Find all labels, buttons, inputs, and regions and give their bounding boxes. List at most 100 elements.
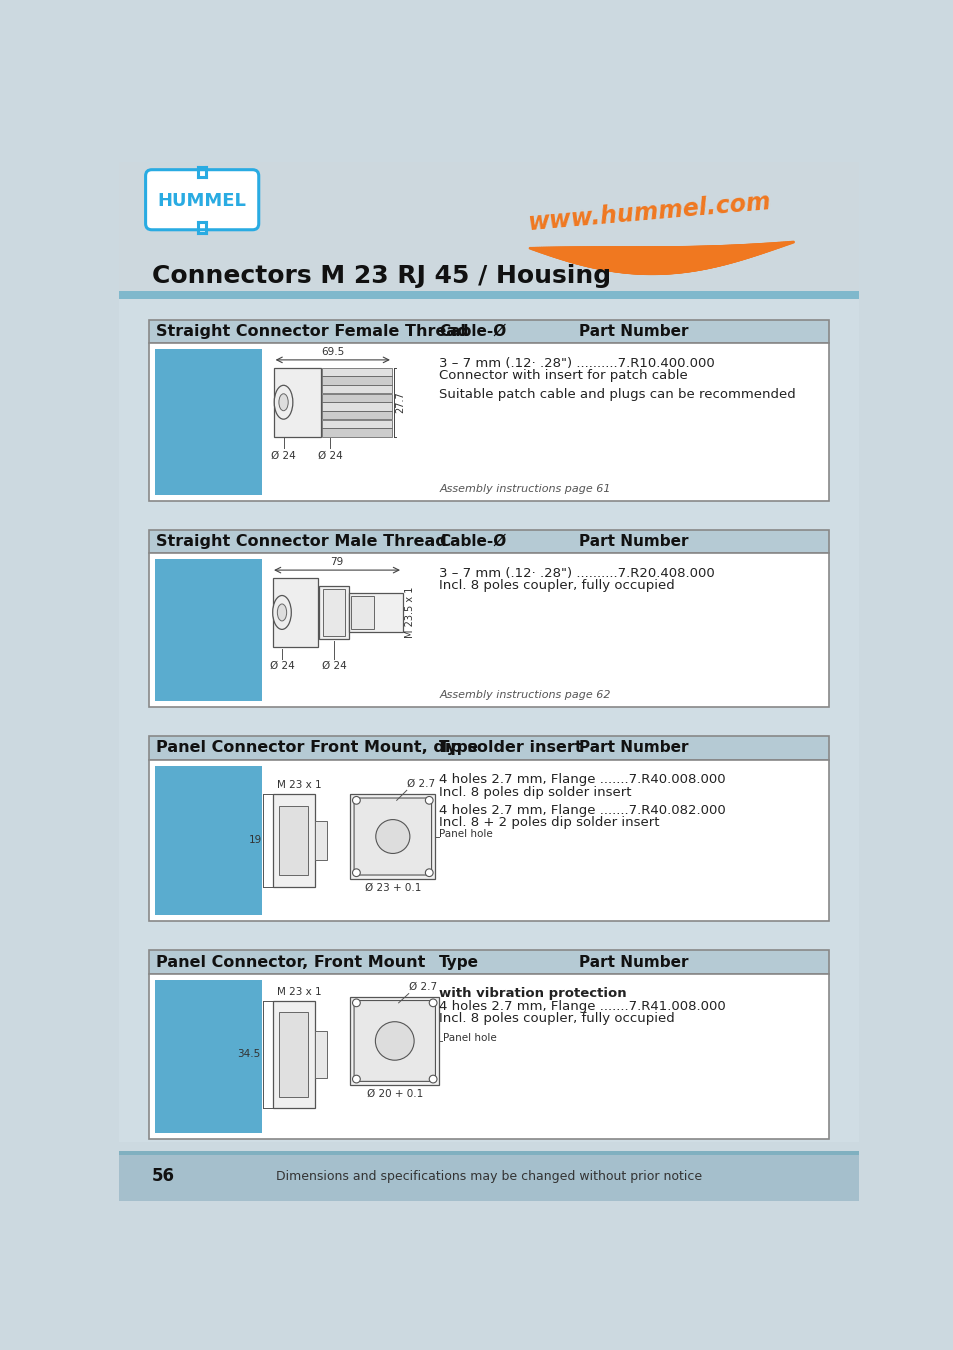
Circle shape bbox=[375, 819, 410, 853]
Bar bbox=[273, 1000, 315, 1108]
Bar bbox=[322, 367, 392, 375]
Circle shape bbox=[353, 796, 360, 805]
Bar bbox=[273, 578, 317, 647]
Text: Incl. 8 poles dip solder insert: Incl. 8 poles dip solder insert bbox=[439, 786, 631, 799]
Text: Dimensions and specifications may be changed without prior notice: Dimensions and specifications may be cha… bbox=[275, 1169, 701, 1183]
Ellipse shape bbox=[274, 385, 293, 420]
Text: Cable-Ø: Cable-Ø bbox=[439, 535, 506, 549]
Bar bbox=[322, 402, 392, 410]
Text: 79: 79 bbox=[330, 558, 343, 567]
Text: Connector with insert for patch cable: Connector with insert for patch cable bbox=[439, 369, 687, 382]
Bar bbox=[149, 973, 828, 1139]
Text: Incl. 8 poles coupler, fully occupied: Incl. 8 poles coupler, fully occupied bbox=[439, 1012, 675, 1025]
Text: Assembly instructions page 61: Assembly instructions page 61 bbox=[439, 483, 610, 494]
Text: Type: Type bbox=[439, 954, 478, 969]
Circle shape bbox=[425, 796, 433, 805]
Bar bbox=[149, 950, 828, 973]
Text: Straight Connector Male Thread: Straight Connector Male Thread bbox=[156, 535, 447, 549]
Bar bbox=[198, 166, 206, 177]
Text: Ø 2.7: Ø 2.7 bbox=[408, 981, 436, 992]
Text: 3 – 7 mm (.12· .28") ..........7.R10.400.000: 3 – 7 mm (.12· .28") ..........7.R10.400… bbox=[439, 356, 715, 370]
Text: Cable-Ø: Cable-Ø bbox=[439, 324, 506, 339]
Text: Incl. 8 poles coupler, fully occupied: Incl. 8 poles coupler, fully occupied bbox=[439, 579, 675, 593]
Ellipse shape bbox=[277, 603, 286, 621]
Bar bbox=[149, 554, 828, 707]
Text: Ø 20 + 0.1: Ø 20 + 0.1 bbox=[366, 1089, 422, 1099]
Text: Connectors M 23 RJ 45 / Housing: Connectors M 23 RJ 45 / Housing bbox=[152, 265, 610, 288]
Bar bbox=[154, 350, 261, 494]
Text: Assembly instructions page 62: Assembly instructions page 62 bbox=[439, 690, 610, 701]
Text: M 23 x 1: M 23 x 1 bbox=[276, 780, 321, 790]
Bar bbox=[278, 1012, 308, 1096]
Bar bbox=[315, 821, 327, 860]
Bar bbox=[315, 1031, 327, 1077]
Text: Part Number: Part Number bbox=[578, 324, 688, 339]
Bar bbox=[149, 531, 828, 554]
Circle shape bbox=[429, 1075, 436, 1083]
Text: Ø 23 + 0.1: Ø 23 + 0.1 bbox=[364, 883, 420, 892]
Text: Ø 24: Ø 24 bbox=[321, 662, 346, 671]
Text: Type: Type bbox=[439, 740, 478, 756]
Text: Straight Connector Female Thread: Straight Connector Female Thread bbox=[156, 324, 469, 339]
Text: Panel hole: Panel hole bbox=[443, 1033, 497, 1044]
Bar bbox=[350, 996, 439, 1085]
Text: Ø 24: Ø 24 bbox=[270, 662, 294, 671]
Bar bbox=[154, 765, 261, 915]
Bar bbox=[149, 760, 828, 921]
Bar bbox=[154, 559, 261, 701]
Text: 4 holes 2.7 mm, Flange .......7.R40.008.000: 4 holes 2.7 mm, Flange .......7.R40.008.… bbox=[439, 774, 725, 787]
Text: HUMMEL: HUMMEL bbox=[157, 192, 247, 211]
Bar bbox=[149, 736, 828, 760]
Text: M 23.5 x 1: M 23.5 x 1 bbox=[405, 587, 415, 639]
Text: M 23 x 1: M 23 x 1 bbox=[276, 987, 321, 996]
Bar bbox=[350, 794, 435, 879]
Text: 34.5: 34.5 bbox=[236, 1049, 260, 1060]
Text: 4 holes 2.7 mm, Flange .......7.R41.008.000: 4 holes 2.7 mm, Flange .......7.R41.008.… bbox=[439, 1000, 725, 1012]
Text: Part Number: Part Number bbox=[578, 535, 688, 549]
Text: Panel hole: Panel hole bbox=[439, 829, 493, 838]
Bar bbox=[323, 590, 344, 636]
Bar bbox=[351, 595, 374, 629]
Bar bbox=[119, 292, 858, 300]
Circle shape bbox=[429, 999, 436, 1007]
FancyBboxPatch shape bbox=[354, 1000, 435, 1081]
Bar bbox=[322, 394, 392, 402]
Text: Part Number: Part Number bbox=[578, 740, 688, 756]
Bar bbox=[119, 1152, 858, 1202]
Text: 69.5: 69.5 bbox=[321, 347, 344, 356]
Bar bbox=[154, 980, 261, 1133]
Text: 3 – 7 mm (.12· .28") ..........7.R20.408.000: 3 – 7 mm (.12· .28") ..........7.R20.408… bbox=[439, 567, 715, 580]
Bar bbox=[348, 593, 402, 632]
Bar bbox=[119, 1152, 858, 1154]
Bar bbox=[322, 385, 392, 393]
Text: Incl. 8 + 2 poles dip solder insert: Incl. 8 + 2 poles dip solder insert bbox=[439, 817, 659, 829]
Bar bbox=[322, 410, 392, 420]
Bar bbox=[198, 221, 206, 232]
Bar bbox=[278, 806, 308, 875]
Text: Ø 2.7: Ø 2.7 bbox=[406, 779, 435, 788]
Text: 27.7: 27.7 bbox=[395, 392, 405, 413]
Bar bbox=[319, 586, 348, 640]
Text: 4 holes 2.7 mm, Flange .......7.R40.082.000: 4 holes 2.7 mm, Flange .......7.R40.082.… bbox=[439, 805, 725, 817]
Circle shape bbox=[425, 869, 433, 876]
Bar bbox=[119, 162, 858, 300]
Text: Panel Connector, Front Mount: Panel Connector, Front Mount bbox=[156, 954, 425, 969]
FancyBboxPatch shape bbox=[146, 170, 258, 230]
Text: Part Number: Part Number bbox=[578, 954, 688, 969]
Text: Ø 24: Ø 24 bbox=[271, 451, 295, 460]
Circle shape bbox=[353, 999, 360, 1007]
Ellipse shape bbox=[278, 394, 288, 410]
Ellipse shape bbox=[273, 595, 291, 629]
Text: www.hummel.com: www.hummel.com bbox=[527, 189, 772, 235]
Text: with vibration protection: with vibration protection bbox=[439, 987, 626, 1000]
Bar bbox=[322, 377, 392, 385]
Circle shape bbox=[353, 1075, 360, 1083]
Text: Suitable patch cable and plugs can be recommended: Suitable patch cable and plugs can be re… bbox=[439, 387, 795, 401]
Bar bbox=[119, 300, 858, 1142]
Text: 19: 19 bbox=[249, 836, 261, 845]
Bar bbox=[149, 343, 828, 501]
Circle shape bbox=[375, 1022, 414, 1060]
Text: 56: 56 bbox=[152, 1168, 174, 1185]
Text: Panel Connector Front Mount, dip solder insert: Panel Connector Front Mount, dip solder … bbox=[156, 740, 582, 756]
Bar bbox=[322, 420, 392, 428]
